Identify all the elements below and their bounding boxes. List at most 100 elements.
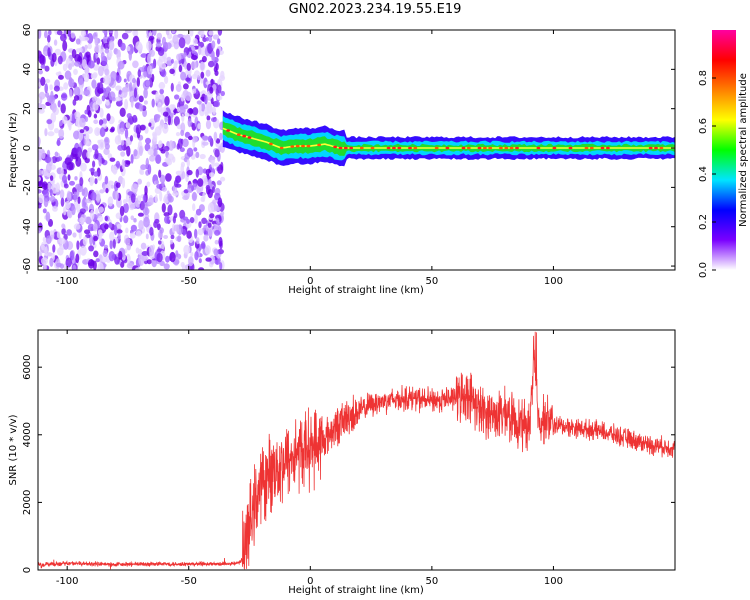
noise-blob xyxy=(144,202,148,214)
noise-blob xyxy=(216,95,223,101)
noise-blob xyxy=(92,96,98,102)
noise-blob xyxy=(93,64,100,71)
noise-blob xyxy=(98,82,104,91)
noise-blob xyxy=(214,149,220,158)
noise-blob xyxy=(195,208,202,216)
noise-blob xyxy=(38,227,42,234)
noise-blob xyxy=(211,40,216,49)
colorbar-tick-label: 0.2 xyxy=(698,214,709,230)
noise-blob xyxy=(205,119,212,130)
noise-blob xyxy=(84,229,91,235)
noise-blob xyxy=(125,137,130,148)
noise-blob xyxy=(133,149,138,157)
noise-blob xyxy=(148,35,155,41)
noise-blob xyxy=(194,228,198,239)
noise-blob xyxy=(174,94,180,100)
noise-blob xyxy=(154,187,161,194)
noise-blob xyxy=(85,216,92,225)
noise-blob xyxy=(153,148,158,157)
track-peak xyxy=(600,146,605,150)
noise-blob xyxy=(92,101,99,111)
track-peak xyxy=(659,146,664,150)
noise-blob xyxy=(97,139,102,144)
noise-blob xyxy=(68,63,73,71)
noise-blob xyxy=(44,246,48,257)
noise-blob xyxy=(121,159,126,170)
noise-blob xyxy=(200,103,206,112)
noise-blob xyxy=(195,151,200,159)
noise-blob xyxy=(198,258,202,264)
noise-blob xyxy=(206,103,213,113)
noise-blob xyxy=(60,92,68,101)
noise-blob xyxy=(68,122,72,131)
noise-blob xyxy=(217,164,224,175)
noise-blob xyxy=(120,42,126,51)
noise-blob xyxy=(80,30,87,37)
noise-blob xyxy=(175,132,181,137)
noise-blob xyxy=(214,70,219,76)
noise-blob xyxy=(58,74,64,80)
noise-region xyxy=(38,30,226,270)
noise-blob xyxy=(192,179,198,184)
noise-blob xyxy=(44,78,51,84)
noise-blob xyxy=(167,153,174,161)
spectrogram-y-ticks: -60 -40 -20 0 20 40 60 xyxy=(22,24,675,274)
noise-blob xyxy=(183,83,189,90)
noise-blob xyxy=(72,99,77,106)
noise-blob xyxy=(98,206,104,213)
noise-blob xyxy=(126,262,134,269)
noise-blob xyxy=(38,108,45,114)
noise-blob xyxy=(74,61,81,67)
noise-blob xyxy=(61,228,66,235)
track-peak xyxy=(226,129,231,132)
noise-blob xyxy=(198,267,205,270)
noise-blob xyxy=(137,69,141,78)
noise-blob xyxy=(133,184,139,189)
noise-blob xyxy=(192,38,198,45)
noise-blob xyxy=(102,249,108,258)
noise-blob xyxy=(104,47,110,54)
noise-blob xyxy=(60,103,66,114)
noise-blob xyxy=(155,42,163,48)
noise-blob xyxy=(79,217,85,223)
noise-blob xyxy=(132,114,138,123)
noise-blob xyxy=(136,77,140,87)
noise-blob xyxy=(77,196,81,204)
noise-blob xyxy=(182,228,187,236)
noise-blob xyxy=(66,190,72,202)
noise-blob xyxy=(151,98,155,108)
noise-blob xyxy=(101,95,106,102)
noise-blob xyxy=(143,216,150,228)
noise-blob xyxy=(187,118,192,128)
noise-blob xyxy=(130,154,134,164)
noise-blob xyxy=(59,263,64,269)
x-tick-label: -100 xyxy=(56,276,79,287)
noise-blob xyxy=(204,245,211,255)
track-peak xyxy=(301,144,305,148)
spectrogram-panel: -100 -50 0 50 100 -60 -40 -20 0 20 40 60 Height of… xyxy=(8,24,676,296)
noise-blob xyxy=(39,244,46,254)
noise-blob xyxy=(143,71,148,78)
noise-blob xyxy=(69,180,75,186)
noise-blob xyxy=(111,165,118,174)
noise-blob xyxy=(147,197,154,206)
noise-blob xyxy=(194,213,198,224)
noise-blob xyxy=(116,49,121,60)
noise-blob xyxy=(191,185,195,192)
noise-blob xyxy=(122,198,127,205)
noise-blob xyxy=(108,49,113,58)
noise-blob xyxy=(129,203,136,209)
noise-blob xyxy=(220,90,225,97)
noise-blob xyxy=(129,232,136,239)
noise-blob xyxy=(94,36,98,46)
track-peak xyxy=(509,146,514,150)
track-peak xyxy=(568,146,573,150)
noise-blob xyxy=(45,163,52,173)
track-peak xyxy=(606,146,610,150)
noise-blob xyxy=(218,236,223,247)
noise-blob xyxy=(154,194,158,204)
noise-blob xyxy=(95,258,100,263)
noise-blob xyxy=(40,76,46,86)
noise-blob xyxy=(148,245,154,257)
y-tick-label: -60 xyxy=(22,258,33,274)
